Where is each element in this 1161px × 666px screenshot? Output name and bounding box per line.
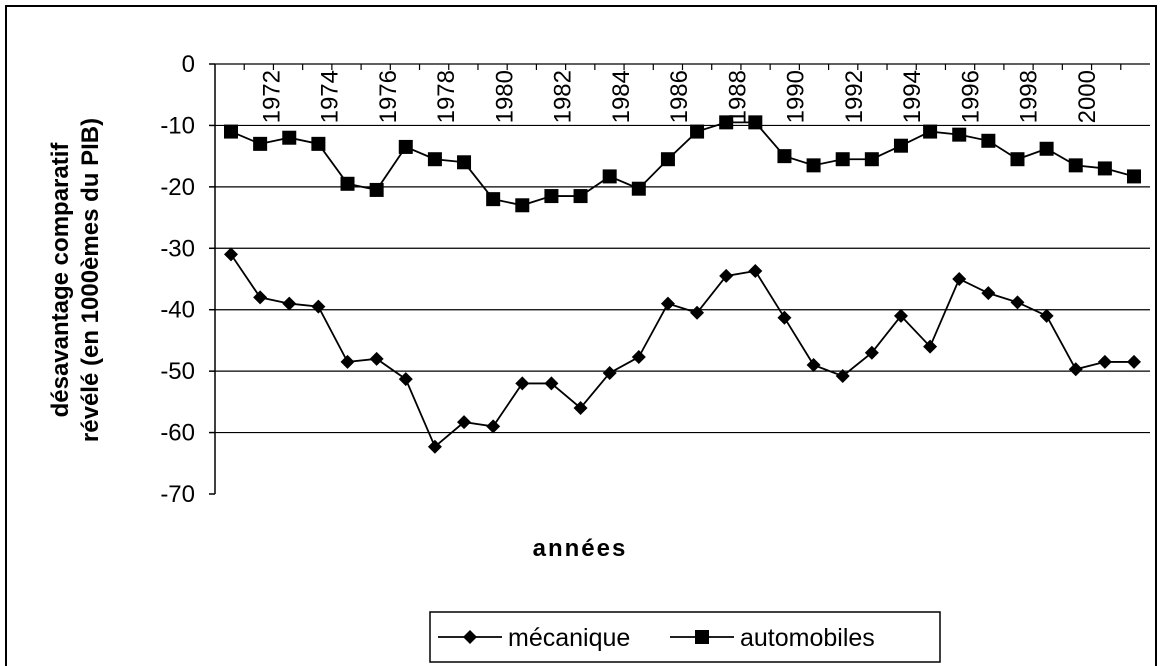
series-line (230, 253, 1134, 449)
x-tick-label: 1978 (433, 70, 460, 123)
data-point (1039, 141, 1054, 156)
data-point (340, 354, 355, 369)
data-point (1039, 308, 1054, 323)
data-point (282, 296, 297, 311)
y-axis-title: désavantage comparatif révélé (en 1000èm… (47, 118, 104, 442)
x-tick-label: 1976 (375, 70, 402, 123)
data-point (981, 133, 996, 148)
data-point (602, 365, 617, 380)
data-point (1097, 354, 1112, 369)
data-point (835, 152, 850, 167)
x-tick-label: 1992 (841, 70, 868, 123)
x-tick-label: 1990 (783, 70, 810, 123)
y-tick-label: -50 (160, 358, 195, 385)
data-point (1010, 295, 1025, 310)
x-tick-label: 2000 (1074, 70, 1101, 123)
data-point (893, 138, 908, 153)
data-point (923, 339, 938, 354)
data-point (893, 308, 908, 323)
data-point (660, 152, 675, 167)
y-tick-label: -20 (160, 174, 195, 201)
data-point (515, 376, 530, 391)
data-point (486, 419, 501, 434)
x-tick-label: 1982 (550, 70, 577, 123)
data-point (690, 305, 705, 320)
x-tick-label: 1994 (899, 70, 926, 123)
y-tick-label: -10 (160, 112, 195, 139)
data-point (690, 124, 705, 139)
data-point (369, 182, 384, 197)
data-point (224, 124, 238, 139)
x-tick-label: 1996 (957, 70, 984, 123)
data-point (952, 272, 967, 286)
data-point (777, 149, 792, 164)
x-tick-label: 1998 (1016, 70, 1043, 123)
data-point (224, 247, 238, 262)
data-point (398, 372, 413, 387)
y-tick-label: 0 (182, 51, 195, 78)
data-point (486, 192, 501, 207)
data-point (398, 139, 413, 154)
data-point (1127, 354, 1141, 369)
data-point (457, 415, 472, 430)
y-tick-label: -30 (160, 235, 195, 262)
data-point (981, 286, 996, 301)
y-axis-title-line: désavantage comparatif (47, 142, 74, 418)
legend-label: automobiles (740, 624, 875, 652)
data-point (719, 115, 734, 130)
data-point (544, 189, 559, 204)
y-axis-title-line: révélé (en 1000èmes du PIB) (77, 118, 104, 442)
data-point (864, 345, 879, 360)
x-tick-label: 1984 (608, 70, 635, 123)
data-point (282, 130, 297, 145)
y-tick-label: -40 (160, 297, 195, 324)
legend-marker (463, 630, 477, 644)
data-point (602, 169, 617, 184)
data-point (544, 376, 559, 391)
x-tick-label: 1988 (724, 70, 751, 123)
data-point (660, 296, 675, 311)
data-point (631, 181, 646, 196)
data-point (1010, 152, 1025, 167)
data-point (835, 369, 850, 384)
legend-marker (695, 630, 709, 644)
y-tick-label: -70 (160, 481, 195, 508)
y-tick-label: -60 (160, 420, 195, 447)
data-point (369, 351, 384, 366)
data-point (806, 158, 821, 173)
data-point (311, 299, 326, 314)
data-point (631, 350, 646, 365)
data-point (748, 115, 763, 130)
chart-border (5, 5, 1157, 666)
data-point (515, 198, 530, 213)
x-tick-label: 1974 (317, 70, 344, 123)
data-point (777, 310, 792, 325)
x-tick-label: 1986 (666, 70, 693, 123)
data-point (427, 152, 442, 167)
data-point (1068, 362, 1083, 377)
data-point (457, 155, 472, 170)
data-point (952, 127, 967, 142)
data-point (573, 401, 588, 415)
x-tick-label: 1972 (258, 70, 285, 123)
data-point (253, 290, 268, 305)
x-axis-title: années (533, 535, 628, 562)
data-point (1097, 161, 1112, 176)
data-point (427, 439, 442, 454)
data-point (253, 136, 268, 151)
data-point (923, 124, 938, 139)
data-point (719, 268, 734, 283)
x-tick-label: 1980 (491, 70, 518, 123)
legend-label: mécanique (508, 624, 630, 652)
data-point (1127, 169, 1141, 184)
data-point (340, 176, 355, 191)
data-point (748, 264, 763, 279)
data-point (806, 358, 821, 372)
data-point (1068, 158, 1083, 173)
data-point (311, 136, 326, 151)
data-point (573, 189, 588, 204)
data-point (864, 152, 879, 167)
